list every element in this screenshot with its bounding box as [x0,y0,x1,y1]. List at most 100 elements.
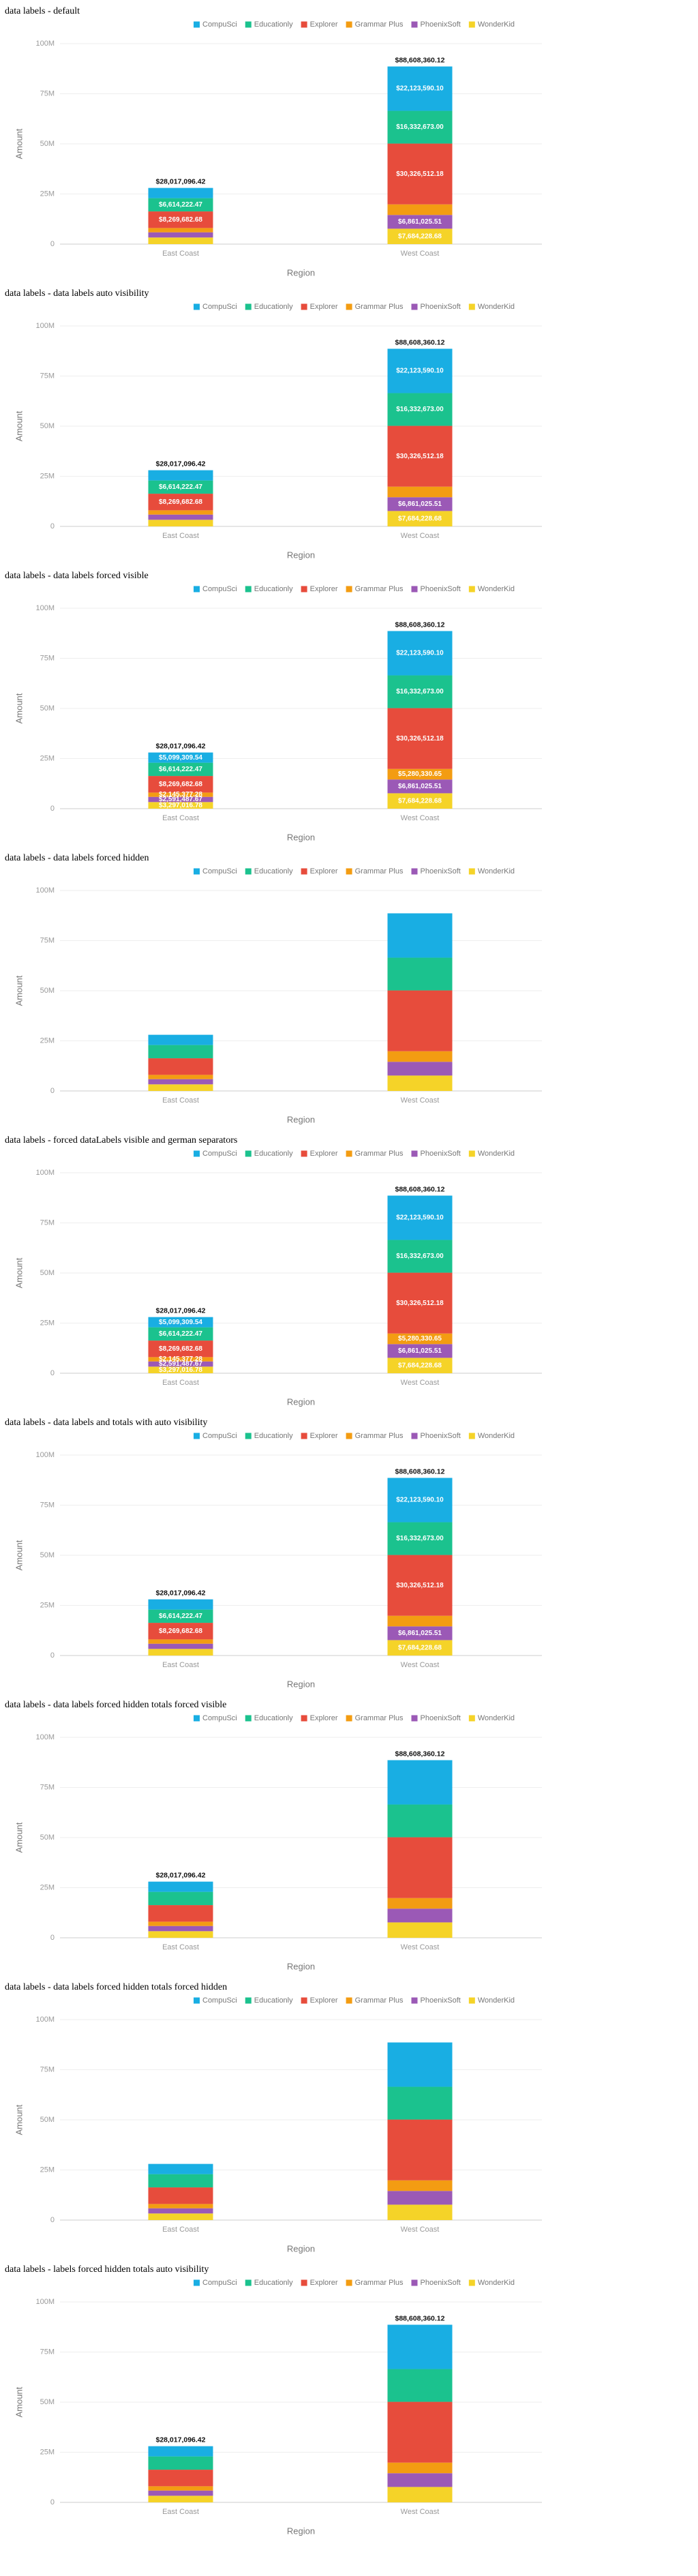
total-label: $88,608,360.12 [395,2314,445,2322]
legend-label: Educationly [254,303,293,311]
legend-label: CompuSci [202,20,237,29]
legend-marker [346,1715,352,1722]
legend-label: Grammar Plus [355,585,404,593]
data-label: $6,614,222.47 [159,201,202,209]
y-tick-label: 0 [50,240,55,248]
legend-label: Explorer [310,867,338,875]
legend-label: Educationly [254,1714,293,1722]
y-tick-label: 0 [50,1651,55,1660]
legend-marker [301,1433,307,1439]
legend-marker [468,586,475,593]
legend-label: PhoenixSoft [421,1996,461,2005]
x-tick-label: West Coast [401,1943,440,1951]
chart-title: data labels - default [5,6,80,16]
bar-segment [148,1905,213,1922]
bar-segment [387,1075,453,1091]
bar-segment [387,1837,453,1898]
bar-segment [387,1760,453,1805]
bar-segment [148,2456,213,2470]
data-label: $8,269,682.68 [159,781,202,788]
chart-title: data labels - data labels forced visible [5,571,149,581]
legend-marker [468,303,475,310]
y-tick-label: 25M [40,754,55,762]
bar-segment [387,2369,453,2402]
legend-label: Grammar Plus [355,867,404,875]
x-tick-label: East Coast [162,532,199,540]
x-tick-label: West Coast [401,2226,440,2234]
bar-segment [387,2473,453,2487]
bar-segment [148,1921,213,1926]
data-label: $5,099,309.54 [159,754,202,762]
data-label: $7,684,228.68 [398,1644,442,1651]
legend-marker [194,2279,200,2286]
bar-segment [148,2496,213,2502]
legend-label: PhoenixSoft [421,303,461,311]
chart: data labels - data labels and totals wit… [5,1418,542,1689]
x-tick-label: East Coast [162,250,199,258]
legend-marker [194,21,200,28]
legend-marker [411,1433,418,1439]
legend-label: CompuSci [202,867,237,875]
legend-marker [346,1433,352,1439]
legend-marker [245,1997,252,2004]
bar-segment [387,1626,453,1641]
x-axis-title: Region [287,1961,315,1971]
bar-segment [387,675,453,708]
legend-marker [411,21,418,28]
bar-segment [148,1357,213,1362]
bar-segment [387,2042,453,2087]
legend-label: Grammar Plus [355,20,404,29]
bar-segment [148,1639,213,1644]
legend-label: WonderKid [478,1150,515,1158]
legend-marker [245,1150,252,1157]
bar-segment [387,913,453,958]
bar-segment [148,2204,213,2208]
data-label: $2,591,487.67 [159,1360,202,1368]
legend-label: Explorer [310,1714,338,1722]
legend-marker [468,2279,475,2286]
legend-marker [411,868,418,875]
x-tick-label: East Coast [162,2508,199,2516]
chart-title: data labels - data labels forced hidden … [5,1982,227,1992]
chart: data labels - data labels forced hidden C… [5,853,542,1124]
x-tick-label: West Coast [401,1096,440,1105]
bar-segment [387,2401,453,2463]
legend-marker [468,868,475,875]
legend-label: WonderKid [478,303,515,311]
legend-marker [346,868,352,875]
data-label: $7,684,228.68 [398,797,442,805]
bar-segment [387,1240,453,1273]
bar-segment [148,1649,213,1656]
data-label: $30,326,512.18 [396,1300,444,1307]
chart-title: data labels - labels forced hidden total… [5,2264,209,2275]
legend-label: Explorer [310,1432,338,1440]
legend-marker [245,868,252,875]
data-label: $5,280,330.65 [398,770,442,778]
bar-segment [387,1195,453,1240]
data-label: $30,326,512.18 [396,735,444,743]
bar-segment [148,1045,213,1059]
y-tick-label: 25M [40,1601,55,1609]
legend-label: CompuSci [202,1150,237,1158]
x-tick-label: West Coast [401,814,440,822]
y-tick-label: 50M [40,704,55,713]
y-tick-label: 75M [40,2348,55,2356]
legend-marker [301,1997,307,2004]
y-axis-title: Amount [14,1257,24,1288]
legend-marker [194,1715,200,1722]
data-label: $6,861,025.51 [398,1347,442,1355]
bar-segment [148,792,213,797]
y-tick-label: 100M [35,886,55,895]
bar-segment [148,1361,213,1367]
data-label: $6,614,222.47 [159,766,202,773]
y-tick-label: 25M [40,472,55,480]
legend-marker [346,2279,352,2286]
y-axis-title: Amount [14,1822,24,1853]
total-label: $28,017,096.42 [156,1306,206,1315]
total-label: $28,017,096.42 [156,460,206,468]
bar-segment [387,228,453,244]
bar-segment [387,2487,453,2502]
total-label: $28,017,096.42 [156,2436,206,2444]
bar-segment [148,2213,213,2220]
